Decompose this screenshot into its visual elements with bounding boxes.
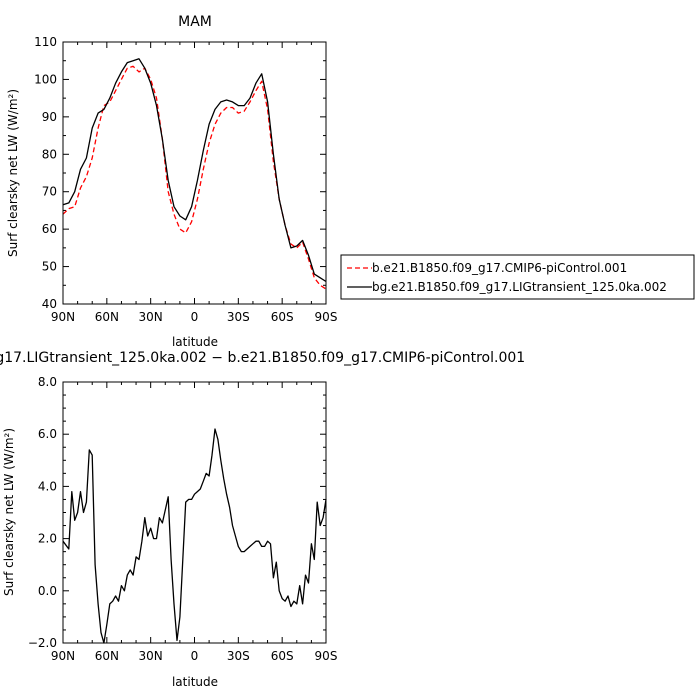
top-series-layer (62, 58, 327, 290)
top-tick-layer: 90N 60N 30N 0 30S 60S 90S 40 50 60 70 80 90 100 110 (34, 35, 337, 324)
top-y-tick-label: 110 (34, 35, 57, 49)
bottom-x-tick-label: 90N (51, 649, 75, 663)
bottom-plot-frame (62, 381, 327, 644)
legend-box (340, 254, 695, 300)
bottom-y-tick-label: 6.0 (38, 427, 57, 441)
bottom-y-tick-label: 4.0 (38, 479, 57, 493)
bottom-series-line-0 (62, 428, 327, 644)
bottom-y-tick-label: 8.0 (38, 375, 57, 389)
bottom-y-tick-label: 2.0 (38, 532, 57, 546)
top-series-line-1 (62, 58, 327, 283)
legend-label-picontrol: b.e21.B1850.f09_g17.CMIP6-piControl.001 (372, 261, 627, 275)
bottom-y-tick-label: 0.0 (38, 584, 57, 598)
top-x-tick-label: 90N (51, 310, 75, 324)
legend: b.e21.B1850.f09_g17.CMIP6-piControl.001 … (340, 254, 695, 300)
top-y-tick-label: 80 (42, 147, 57, 161)
top-x-tick-label: 60S (271, 310, 294, 324)
bottom-y-axis-label: Surf clearsky net LW (W/m²) (2, 428, 16, 596)
top-plot-title: MAM (178, 14, 212, 30)
top-x-axis-label: latitude (172, 335, 218, 349)
top-plot-frame (62, 41, 327, 305)
top-y-tick-label: 70 (42, 185, 57, 199)
top-x-tick-label: 30S (227, 310, 250, 324)
bottom-x-tick-label: 30S (227, 649, 250, 663)
bottom-y-tick-label: −2.0 (28, 636, 57, 650)
bottom-x-tick-label: 0 (191, 649, 199, 663)
top-x-tick-label: 0 (191, 310, 199, 324)
top-x-tick-label: 30N (139, 310, 163, 324)
bottom-x-tick-label: 90S (315, 649, 338, 663)
bottom-x-tick-label: 30N (139, 649, 163, 663)
top-x-tick-label: 60N (95, 310, 119, 324)
bottom-series-layer (62, 428, 327, 644)
top-panel: MAM Surf clearsky net LW (W/m²) latitude… (6, 14, 337, 349)
bottom-panel: bg.e21.B1850.f09_g17.LIGtransient_125.0k… (0, 350, 525, 689)
top-y-tick-label: 40 (42, 297, 57, 311)
top-series-line-0 (62, 65, 327, 290)
top-y-tick-label: 90 (42, 110, 57, 124)
top-y-axis-label: Surf clearsky net LW (W/m²) (6, 89, 20, 257)
legend-label-ligtransient: bg.e21.B1850.f09_g17.LIGtransient_125.0k… (372, 280, 667, 294)
bottom-x-axis-label: latitude (172, 675, 218, 689)
bottom-x-tick-label: 60S (271, 649, 294, 663)
bottom-plot-title: bg.e21.B1850.f09_g17.LIGtransient_125.0k… (0, 350, 525, 366)
top-y-tick-label: 60 (42, 222, 57, 236)
top-x-tick-label: 90S (315, 310, 338, 324)
bottom-x-tick-label: 60N (95, 649, 119, 663)
top-y-tick-label: 100 (34, 72, 57, 86)
top-y-tick-label: 50 (42, 260, 57, 274)
